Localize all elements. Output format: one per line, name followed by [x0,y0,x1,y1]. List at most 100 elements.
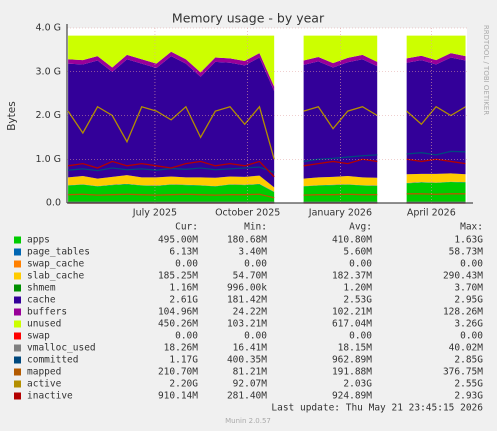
legend-label: swap [27,331,50,342]
legend-label: page_tables [27,247,90,258]
legend-cur: 450.26M [158,319,198,330]
y-tick-label: 2.0 G [36,110,62,121]
legend-avg: 410.80M [332,235,372,246]
line-active [303,105,378,130]
legend-avg: 0.00 [349,331,372,342]
legend-label: shmem [27,283,56,294]
legend-swatch [14,392,21,400]
side-label: RRDTOOL / TOBI OETIKER [482,25,490,115]
legend-label: apps [27,235,50,246]
area-buffers [68,51,275,92]
legend-cur: 18.26M [164,343,199,354]
legend-max: 2.95G [454,295,483,306]
legend-min: 0.00 [244,331,267,342]
legend-max: 0.00 [460,259,483,270]
legend-min: 16.41M [233,343,268,354]
legend-max: 3.70M [454,283,483,294]
area-buffers [406,53,466,65]
legend-max: 2.93G [454,391,483,402]
area-apps [406,182,466,203]
legend-avg: 2.53G [343,295,372,306]
legend-label: active [27,379,62,390]
legend-label: committed [27,355,78,366]
legend-max: 1.63G [454,235,483,246]
legend-label: cache [27,295,56,306]
legend-cur: 0.00 [175,331,198,342]
legend-avg: 182.37M [332,271,372,282]
legend-avg: 0.00 [349,259,372,270]
line-inactive [303,158,378,167]
area-page-tables [406,181,466,184]
x-tick-label: October 2025 [215,208,280,219]
legend-min: 181.42M [227,295,267,306]
legend-max: 2.55G [454,379,483,390]
legend-cur: 1.16M [169,283,198,294]
line-mapped [303,193,378,196]
area-unused [68,35,275,87]
x-tick-label: January 2026 [308,208,372,219]
line-active [406,105,466,126]
legend-min: 54.70M [233,271,268,282]
legend-min: 180.68M [227,235,267,246]
legend-avg: 962.89M [332,355,372,366]
legend-label: slab_cache [27,271,84,282]
legend-swatch [14,380,21,388]
legend-swatch [14,332,21,340]
legend-min: 103.21M [227,319,267,330]
column-header: Min: [244,222,267,233]
legend-max: 58.73M [449,247,484,258]
y-tick-label: 0.0 [46,198,61,209]
legend-swatch [14,308,21,316]
legend-label: inactive [27,391,73,402]
legend-swatch [14,284,21,292]
legend-cur: 0.00 [175,259,198,270]
legend-label: buffers [27,307,67,318]
area-unused [406,35,466,61]
legend-min: 281.40M [227,391,267,402]
column-header: Avg: [349,222,372,233]
legend-avg: 924.89M [332,391,372,402]
x-tick-label: July 2025 [132,208,177,219]
legend-min: 996.00k [227,283,267,294]
legend-swatch [14,248,21,256]
area-slab-cache [406,173,466,184]
legend-cur: 495.00M [158,235,198,246]
legend-min: 81.21M [233,367,268,378]
area-cache [68,56,275,188]
y-axis-label: Bytes [6,101,18,130]
legend-max: 2.85G [454,355,483,366]
legend-cur: 1.17G [169,355,198,366]
legend-swatch [14,260,21,268]
legend-swatch [14,272,21,280]
legend-swatch [14,296,21,304]
last-update: Last update: Thu May 21 23:45:15 2026 [271,403,483,414]
footer: Munin 2.0.57 [225,417,271,425]
legend-label: swap_cache [27,259,84,270]
legend-min: 3.40M [238,247,267,258]
area-shmem [406,173,466,175]
area-shmem [303,176,378,179]
line-mapped [68,193,275,199]
legend-avg: 18.15M [338,343,373,354]
legend-min: 400.35M [227,355,267,366]
legend-avg: 5.60M [343,247,372,258]
legend-swatch [14,320,21,328]
legend-cur: 910.14M [158,391,198,402]
legend-cur: 6.13M [169,247,198,258]
legend-avg: 102.21M [332,307,372,318]
legend-cur: 185.25M [158,271,198,282]
legend-max: 128.26M [443,307,483,318]
column-header: Max: [460,222,483,233]
legend-avg: 191.88M [332,367,372,378]
legend-cur: 2.20G [169,379,198,390]
column-header: Cur: [175,222,198,233]
legend-avg: 2.03G [343,379,372,390]
legend-max: 40.02M [449,343,484,354]
area-apps [68,184,275,203]
line-active [67,105,275,160]
legend-label: mapped [27,367,61,378]
legend-cur: 2.61G [169,295,198,306]
legend-swatch [14,368,21,376]
